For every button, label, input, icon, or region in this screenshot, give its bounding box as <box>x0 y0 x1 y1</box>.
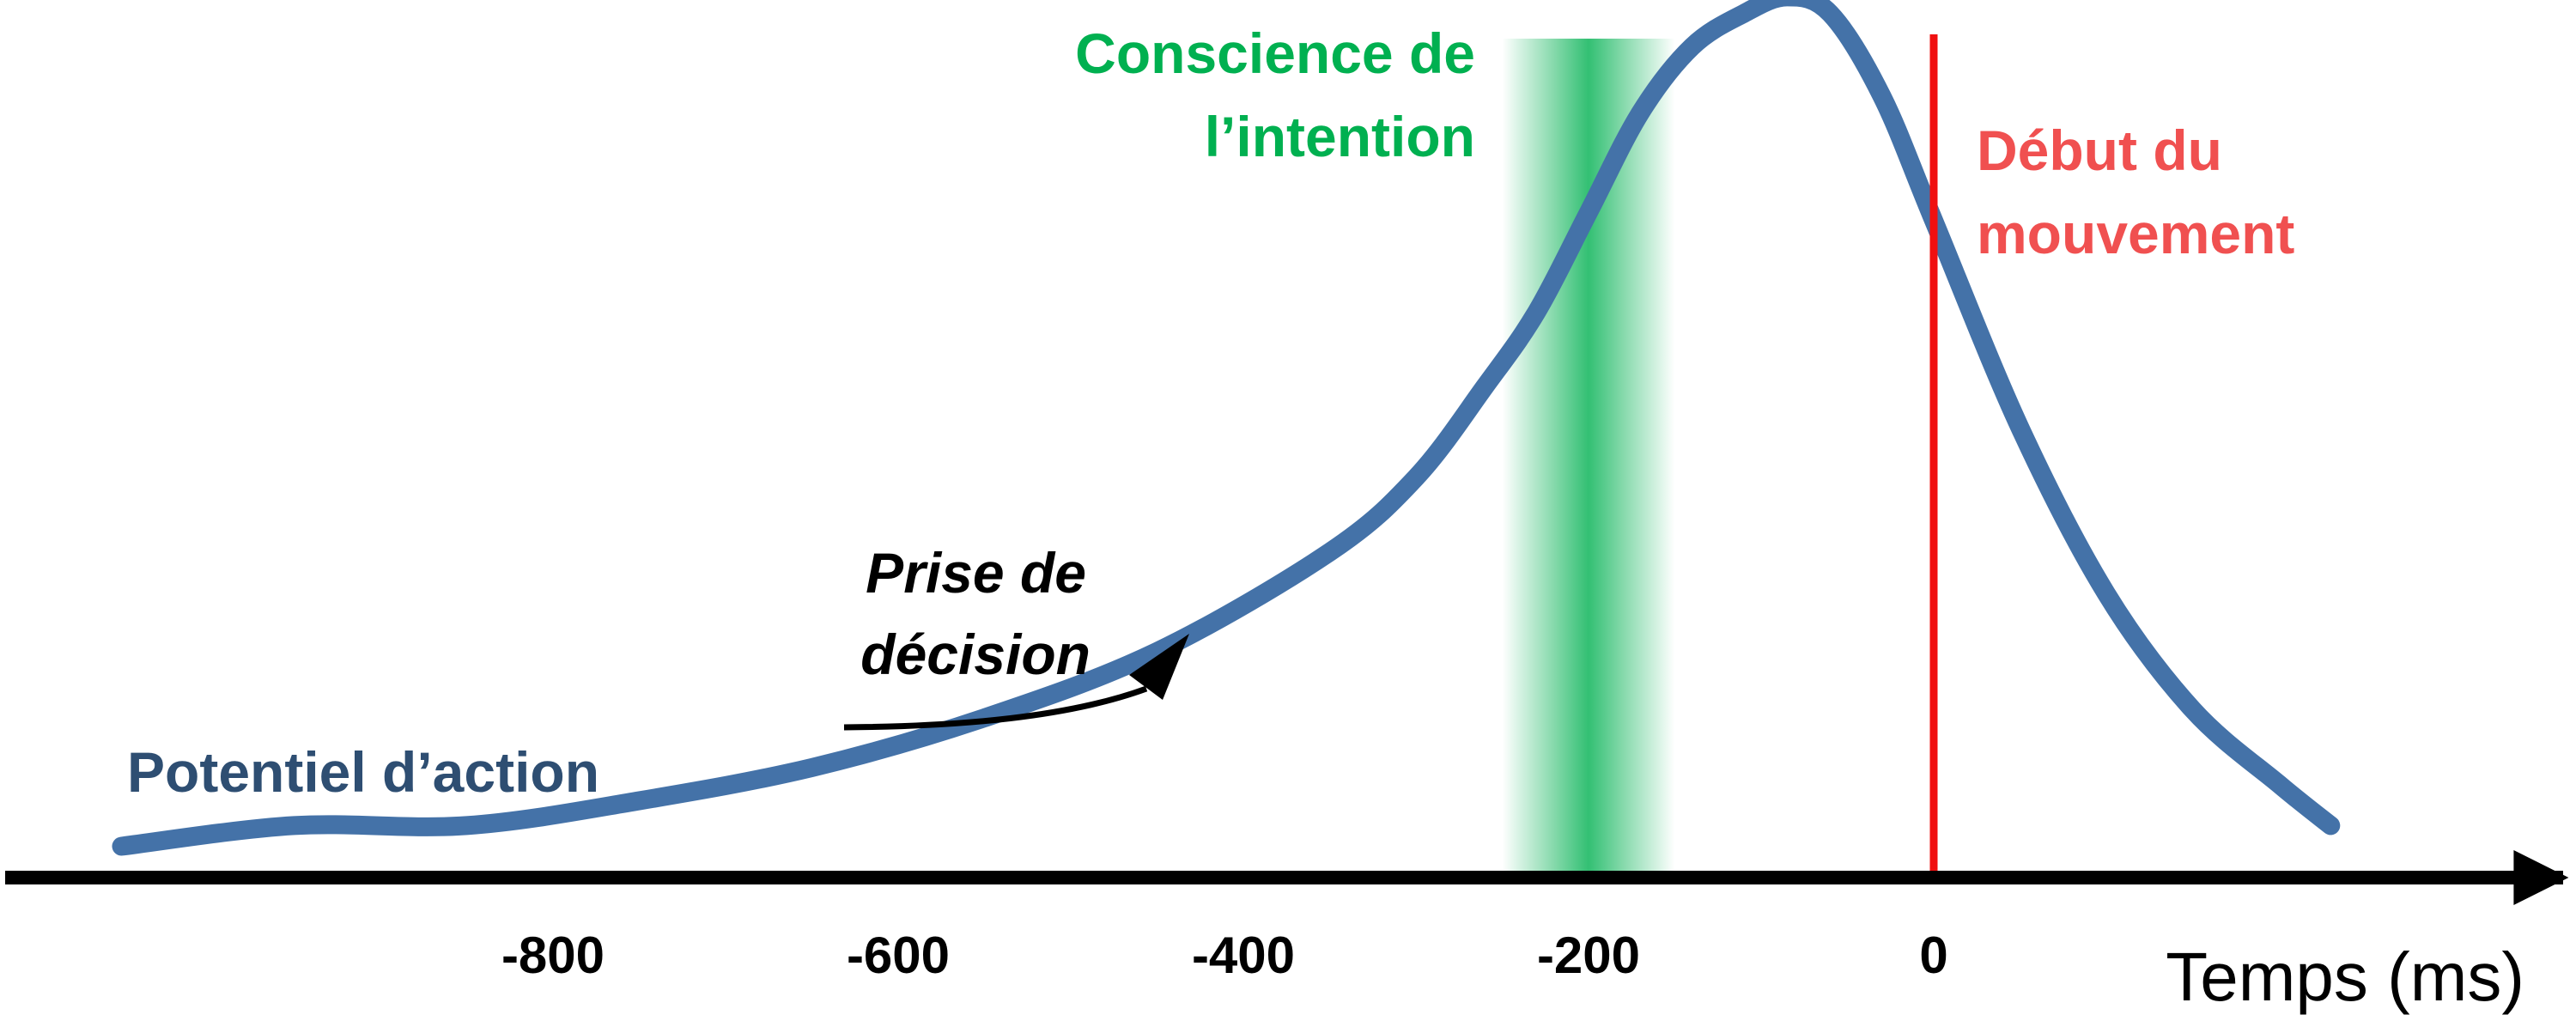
x-tick-label: -600 <box>847 927 950 984</box>
decision-arrow-head <box>1129 634 1189 700</box>
action-potential-label: Potentiel d’action <box>127 740 599 804</box>
movement-onset-label-line-1: Début du <box>1977 119 2222 182</box>
x-tick-label: -800 <box>501 927 605 984</box>
intention-awareness-band <box>1502 39 1675 872</box>
decision-label-line-2: décision <box>860 623 1091 686</box>
action-potential-curve <box>112 0 2341 856</box>
x-tick-label: -200 <box>1537 927 1640 984</box>
x-axis-title: Temps (ms) <box>2166 939 2524 1015</box>
x-tick-label: 0 <box>1919 927 1947 984</box>
intention-label-line-2: l’intention <box>1205 105 1475 168</box>
decision-arrow <box>843 685 1148 731</box>
intention-label-line-1: Conscience de <box>1075 21 1475 85</box>
movement-onset-label-line-2: mouvement <box>1977 202 2294 265</box>
x-tick-label: -400 <box>1192 927 1295 984</box>
x-tick-labels: -800 -600 -400 -200 0 <box>501 927 1948 984</box>
decision-label-line-1: Prise de <box>866 541 1086 605</box>
